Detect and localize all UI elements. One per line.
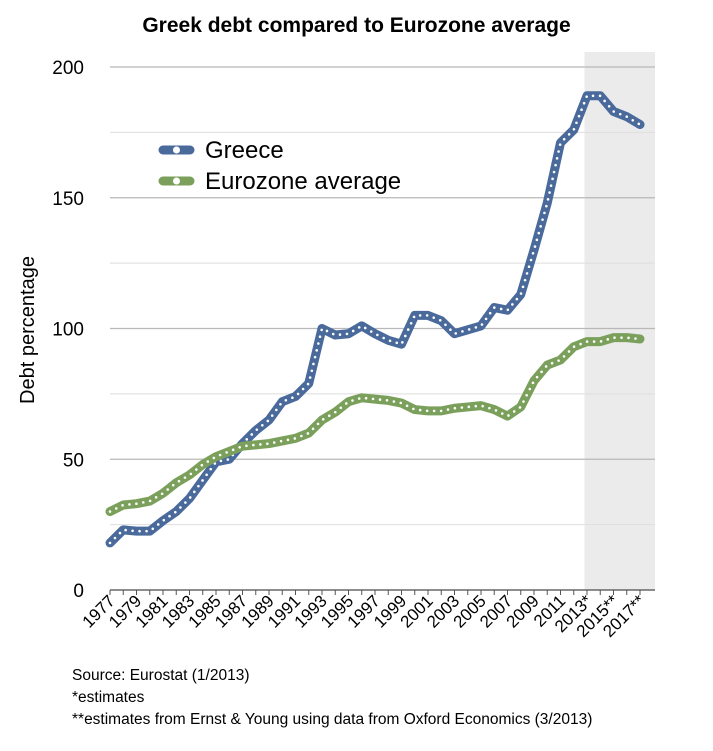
chart-notes: Source: Eurostat (1/2013) *estimates **e… xyxy=(72,665,592,731)
legend-label: Eurozone average xyxy=(205,168,401,195)
ey-estimates-note: **estimates from Ernst & Young using dat… xyxy=(72,711,593,728)
legend-item: Eurozone average xyxy=(158,168,401,195)
y-axis-label: Debt percentage xyxy=(17,256,39,404)
estimate-region xyxy=(584,52,655,590)
y-tick-label: 200 xyxy=(52,58,84,79)
series-eurozone xyxy=(105,333,645,517)
series-line xyxy=(105,333,645,517)
y-tick-label: 150 xyxy=(52,189,84,210)
chart-title: Greek debt compared to Eurozone average xyxy=(142,14,571,37)
legend-label: Greece xyxy=(205,137,284,164)
source-note: Source: Eurostat (1/2013) xyxy=(72,667,250,684)
series-dots xyxy=(108,336,642,513)
legend-marker xyxy=(173,177,180,185)
estimates-note: *estimates xyxy=(72,689,145,706)
legend-marker xyxy=(173,146,180,154)
series-dots xyxy=(108,94,642,545)
series-greece xyxy=(105,91,645,548)
y-tick-label: 0 xyxy=(73,581,84,602)
y-tick-label: 50 xyxy=(63,450,84,471)
legend-item: Greece xyxy=(158,137,284,164)
y-tick-label: 100 xyxy=(52,320,84,341)
debt-line-chart: 0501001502001977197919811983198519871989… xyxy=(17,52,655,641)
